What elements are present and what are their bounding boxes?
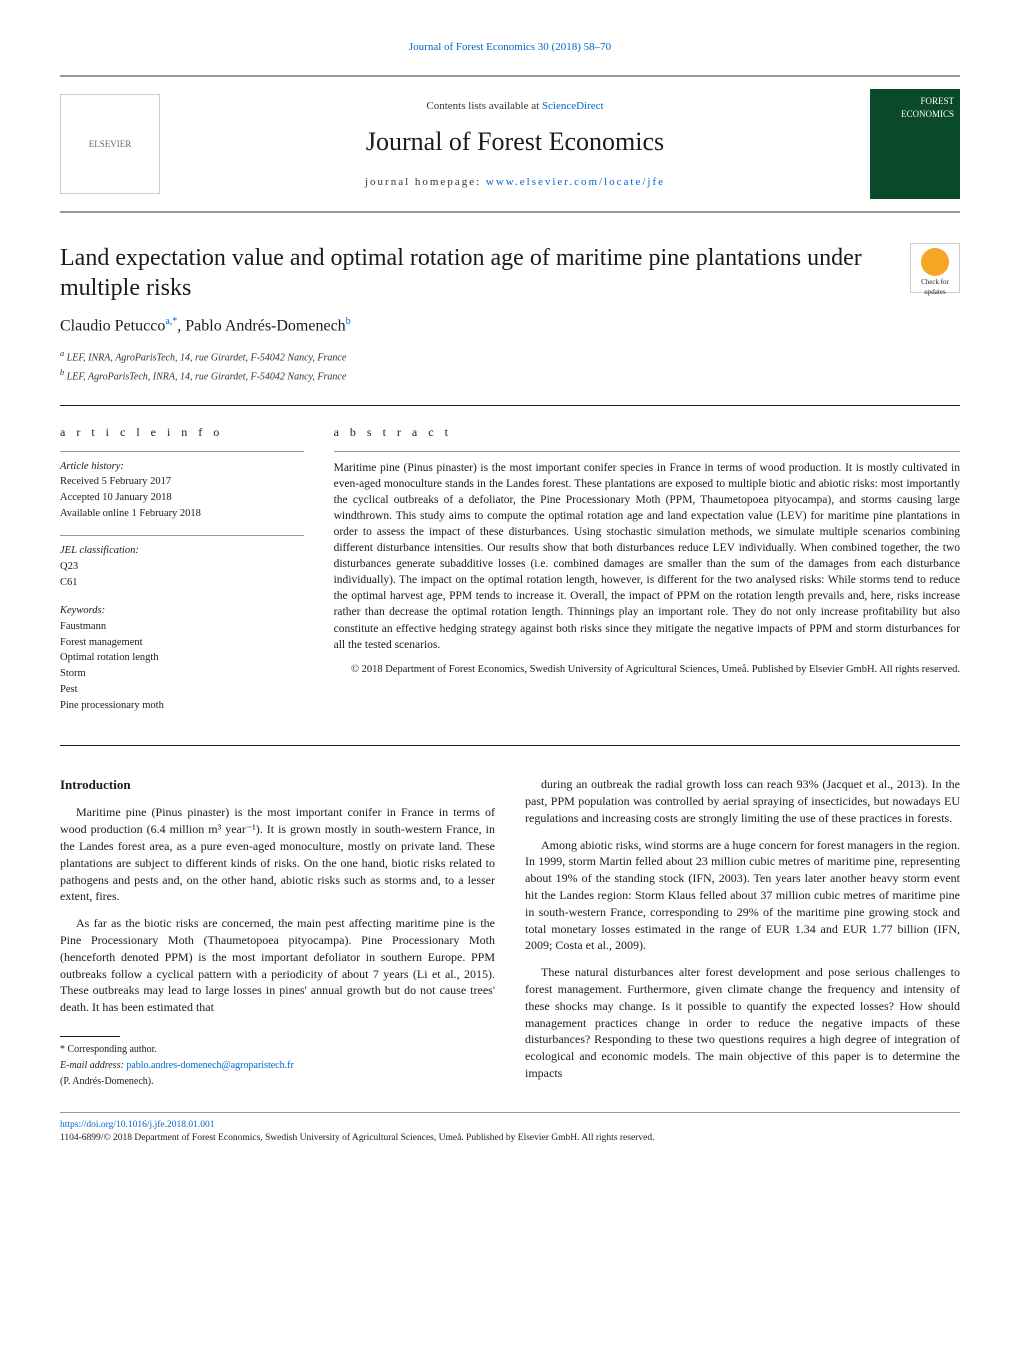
check-updates-label: Check for updates (921, 278, 949, 296)
email-label: E-mail address: (60, 1060, 126, 1071)
divider (334, 451, 960, 452)
email-owner: (P. Andrés-Domenech). (60, 1075, 495, 1089)
page-footer: https://doi.org/10.1016/j.jfe.2018.01.00… (60, 1119, 960, 1146)
history-label: Article history: (60, 460, 304, 475)
info-abstract-row: a r t i c l e i n f o Article history: R… (60, 405, 960, 746)
body-columns: Introduction Maritime pine (Pinus pinast… (60, 776, 960, 1092)
issn-copyright-line: 1104-6899/© 2018 Department of Forest Ec… (60, 1132, 960, 1145)
journal-homepage: journal homepage: www.elsevier.com/locat… (160, 175, 870, 190)
affiliation: a LEF, INRA, AgroParisTech, 14, rue Gira… (60, 348, 960, 365)
homepage-link[interactable]: www.elsevier.com/locate/jfe (486, 176, 665, 188)
authors: Claudio Petuccoa,*, Pablo Andrés-Domenec… (60, 315, 960, 338)
journal-cover-thumb: FOREST ECONOMICS (870, 89, 960, 199)
jel-classification: JEL classification: Q23 C61 (60, 544, 304, 590)
running-head-link[interactable]: Journal of Forest Economics 30 (2018) 58… (409, 41, 611, 53)
keyword: Pine processionary moth (60, 699, 304, 714)
sciencedirect-link[interactable]: ScienceDirect (542, 100, 604, 112)
journal-name: Journal of Forest Economics (160, 124, 870, 160)
author-sup: b (346, 316, 351, 327)
abstract: a b s t r a c t Maritime pine (Pinus pin… (334, 424, 960, 727)
footer-separator (60, 1112, 960, 1113)
jel-code: Q23 (60, 560, 304, 575)
homepage-prefix: journal homepage: (365, 176, 486, 188)
article-history: Article history: Received 5 February 201… (60, 460, 304, 522)
section-heading-introduction: Introduction (60, 776, 495, 794)
left-column: Introduction Maritime pine (Pinus pinast… (60, 776, 495, 1092)
article-info: a r t i c l e i n f o Article history: R… (60, 424, 304, 727)
contents-line: Contents lists available at ScienceDirec… (160, 99, 870, 114)
jel-label: JEL classification: (60, 544, 304, 559)
author-sup: a,* (165, 316, 177, 327)
check-updates-icon (921, 248, 949, 276)
divider (60, 451, 304, 452)
affiliation: b LEF, AgroParisTech, INRA, 14, rue Gira… (60, 367, 960, 384)
keyword: Storm (60, 667, 304, 682)
author-name: Pablo Andrés-Domenech (185, 318, 345, 335)
jel-code: C61 (60, 576, 304, 591)
keywords-label: Keywords: (60, 604, 304, 619)
affiliations: a LEF, INRA, AgroParisTech, 14, rue Gira… (60, 348, 960, 385)
contents-prefix: Contents lists available at (426, 100, 541, 112)
keywords: Keywords: Faustmann Forest management Op… (60, 604, 304, 713)
check-updates-badge[interactable]: Check for updates (910, 243, 960, 293)
footnote-separator (60, 1036, 120, 1037)
footnotes: * Corresponding author. E-mail address: … (60, 1043, 495, 1089)
history-item: Available online 1 February 2018 (60, 507, 304, 522)
abstract-text: Maritime pine (Pinus pinaster) is the mo… (334, 460, 960, 653)
running-head: Journal of Forest Economics 30 (2018) 58… (60, 40, 960, 55)
keyword: Pest (60, 683, 304, 698)
corresponding-author-note: * Corresponding author. (60, 1043, 495, 1057)
article-info-heading: a r t i c l e i n f o (60, 424, 304, 441)
history-item: Accepted 10 January 2018 (60, 491, 304, 506)
body-paragraph: As far as the biotic risks are concerned… (60, 915, 495, 1016)
history-item: Received 5 February 2017 (60, 475, 304, 490)
doi-link[interactable]: https://doi.org/10.1016/j.jfe.2018.01.00… (60, 1120, 214, 1130)
divider (60, 535, 304, 536)
body-paragraph: during an outbreak the radial growth los… (525, 776, 960, 826)
abstract-copyright: © 2018 Department of Forest Economics, S… (334, 663, 960, 678)
body-paragraph: Among abiotic risks, wind storms are a h… (525, 837, 960, 955)
journal-header: ELSEVIER Contents lists available at Sci… (60, 75, 960, 213)
body-paragraph: These natural disturbances alter forest … (525, 964, 960, 1082)
elsevier-logo: ELSEVIER (60, 94, 160, 194)
keyword: Optimal rotation length (60, 651, 304, 666)
keyword: Forest management (60, 636, 304, 651)
title-block: Check for updates Land expectation value… (60, 243, 960, 384)
keyword: Faustmann (60, 620, 304, 635)
header-center: Contents lists available at ScienceDirec… (160, 99, 870, 190)
email-link[interactable]: pablo.andres-domenech@agroparistech.fr (126, 1060, 293, 1071)
paper-title: Land expectation value and optimal rotat… (60, 243, 960, 303)
email-line: E-mail address: pablo.andres-domenech@ag… (60, 1059, 495, 1073)
body-paragraph: Maritime pine (Pinus pinaster) is the mo… (60, 804, 495, 905)
right-column: during an outbreak the radial growth los… (525, 776, 960, 1092)
abstract-heading: a b s t r a c t (334, 424, 960, 441)
author-name: Claudio Petucco (60, 318, 165, 335)
